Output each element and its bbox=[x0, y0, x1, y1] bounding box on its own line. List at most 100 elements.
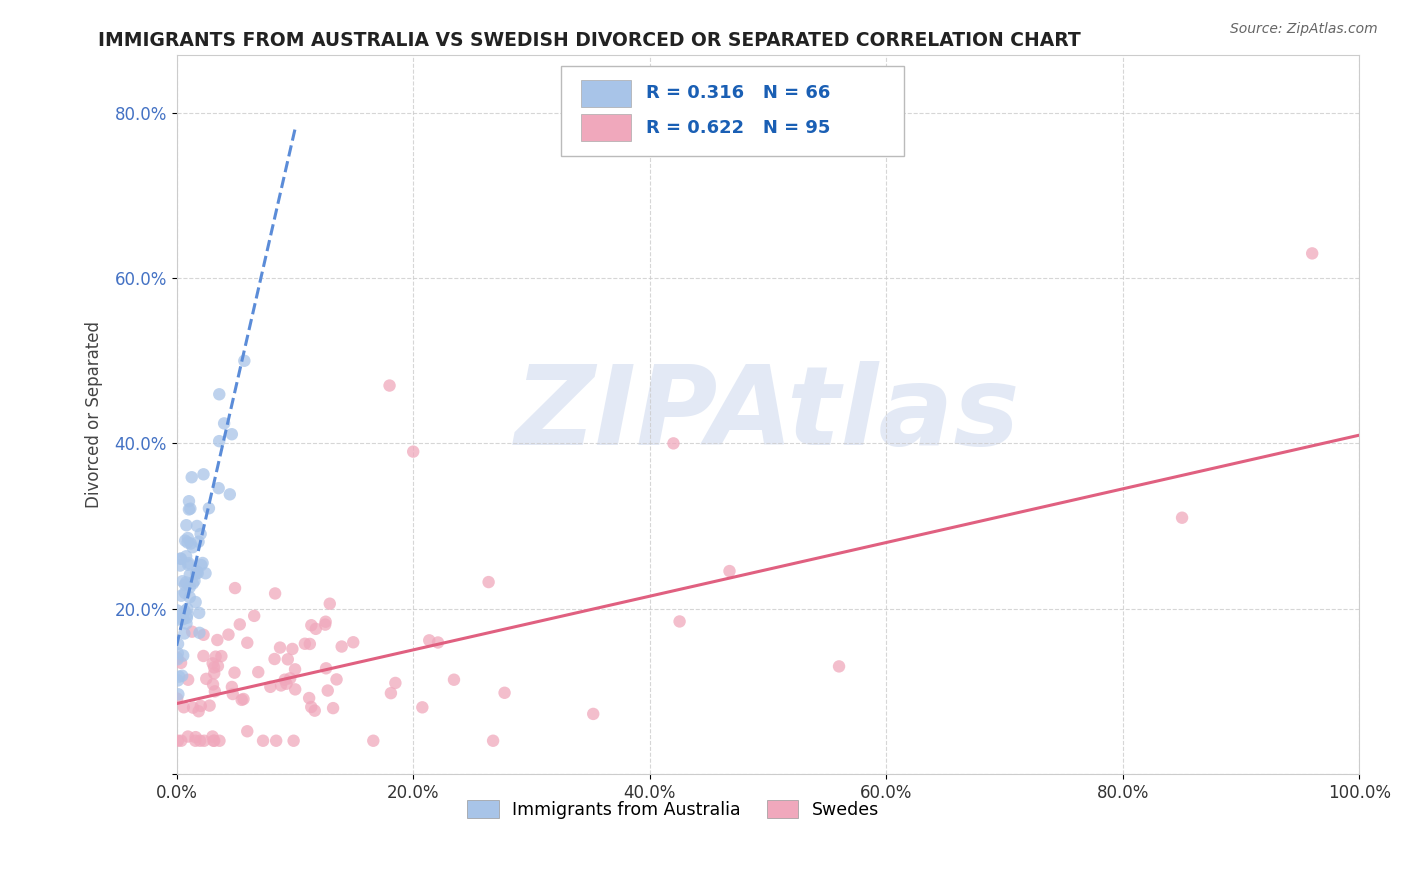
Point bbox=[166, 652, 188, 666]
Point bbox=[276, 677, 298, 691]
Point bbox=[342, 635, 364, 649]
Point bbox=[202, 660, 225, 674]
Point bbox=[668, 615, 690, 629]
Point bbox=[274, 673, 297, 687]
Point bbox=[202, 733, 225, 747]
Point bbox=[170, 589, 193, 603]
Point bbox=[177, 494, 200, 508]
Point bbox=[184, 730, 207, 744]
Point bbox=[180, 536, 202, 550]
Point bbox=[418, 633, 440, 648]
Point bbox=[828, 659, 851, 673]
Point bbox=[188, 733, 211, 747]
Point bbox=[169, 558, 191, 573]
Point bbox=[232, 692, 254, 706]
Point bbox=[299, 700, 322, 714]
Point bbox=[380, 686, 402, 700]
Point bbox=[173, 626, 195, 640]
Point bbox=[186, 565, 208, 579]
Point bbox=[177, 558, 200, 572]
Point bbox=[384, 676, 406, 690]
Point bbox=[494, 686, 516, 700]
Point bbox=[209, 649, 232, 664]
Y-axis label: Divorced or Separated: Divorced or Separated bbox=[86, 321, 103, 508]
Point bbox=[186, 519, 208, 533]
Point bbox=[402, 444, 425, 458]
Text: ZIPAtlas: ZIPAtlas bbox=[516, 361, 1021, 468]
Point bbox=[193, 628, 215, 642]
Point bbox=[187, 566, 209, 580]
Point bbox=[177, 556, 200, 570]
Point bbox=[170, 551, 193, 566]
Point bbox=[172, 669, 194, 683]
Point bbox=[170, 612, 193, 626]
Point bbox=[207, 659, 229, 673]
Point bbox=[208, 387, 231, 401]
Point bbox=[229, 617, 252, 632]
Point bbox=[166, 650, 188, 665]
Point bbox=[190, 558, 212, 573]
Point bbox=[174, 578, 197, 592]
Point bbox=[186, 566, 208, 581]
Point bbox=[378, 378, 401, 392]
Point bbox=[662, 436, 685, 450]
Point bbox=[190, 698, 212, 713]
Point bbox=[198, 698, 221, 713]
Point bbox=[1301, 246, 1323, 260]
Point bbox=[221, 427, 243, 442]
Point bbox=[322, 701, 344, 715]
Point bbox=[176, 607, 198, 622]
Point bbox=[187, 534, 209, 549]
Text: R = 0.622   N = 95: R = 0.622 N = 95 bbox=[647, 119, 831, 136]
Point bbox=[177, 502, 200, 516]
Point bbox=[243, 608, 266, 623]
Point bbox=[270, 678, 292, 692]
Point bbox=[188, 606, 211, 620]
Point bbox=[294, 637, 316, 651]
Point bbox=[305, 622, 328, 636]
Point bbox=[224, 581, 246, 595]
Point bbox=[212, 417, 235, 431]
Point bbox=[298, 691, 321, 706]
Point bbox=[166, 603, 188, 617]
Point bbox=[363, 733, 385, 747]
Point bbox=[236, 636, 259, 650]
Point bbox=[252, 733, 274, 747]
Point bbox=[179, 580, 201, 594]
Point bbox=[170, 656, 193, 670]
Point bbox=[173, 700, 195, 714]
Point bbox=[193, 733, 215, 747]
Point bbox=[482, 733, 505, 747]
Point bbox=[278, 671, 301, 685]
Point bbox=[167, 670, 190, 684]
Point bbox=[202, 666, 225, 681]
Point bbox=[179, 567, 201, 582]
Point bbox=[167, 687, 190, 701]
Point bbox=[180, 470, 202, 484]
Point bbox=[315, 661, 337, 675]
Point bbox=[166, 646, 188, 660]
Point bbox=[188, 625, 211, 640]
Point bbox=[166, 691, 188, 706]
Point bbox=[167, 673, 190, 688]
Point bbox=[247, 665, 270, 679]
Point bbox=[176, 611, 198, 625]
Legend: Immigrants from Australia, Swedes: Immigrants from Australia, Swedes bbox=[460, 794, 886, 826]
Point bbox=[259, 680, 281, 694]
Point bbox=[195, 672, 218, 686]
Point bbox=[284, 682, 307, 697]
Point bbox=[315, 615, 337, 629]
FancyBboxPatch shape bbox=[561, 66, 904, 156]
Point bbox=[190, 527, 212, 541]
Point bbox=[222, 687, 245, 701]
Point bbox=[187, 704, 209, 718]
Point bbox=[218, 487, 240, 501]
Point bbox=[170, 552, 193, 566]
Point bbox=[172, 612, 194, 626]
Point bbox=[170, 733, 193, 747]
Point bbox=[299, 618, 322, 632]
Point bbox=[298, 637, 321, 651]
Point bbox=[176, 518, 198, 533]
Point bbox=[173, 604, 195, 618]
Point bbox=[202, 677, 225, 691]
